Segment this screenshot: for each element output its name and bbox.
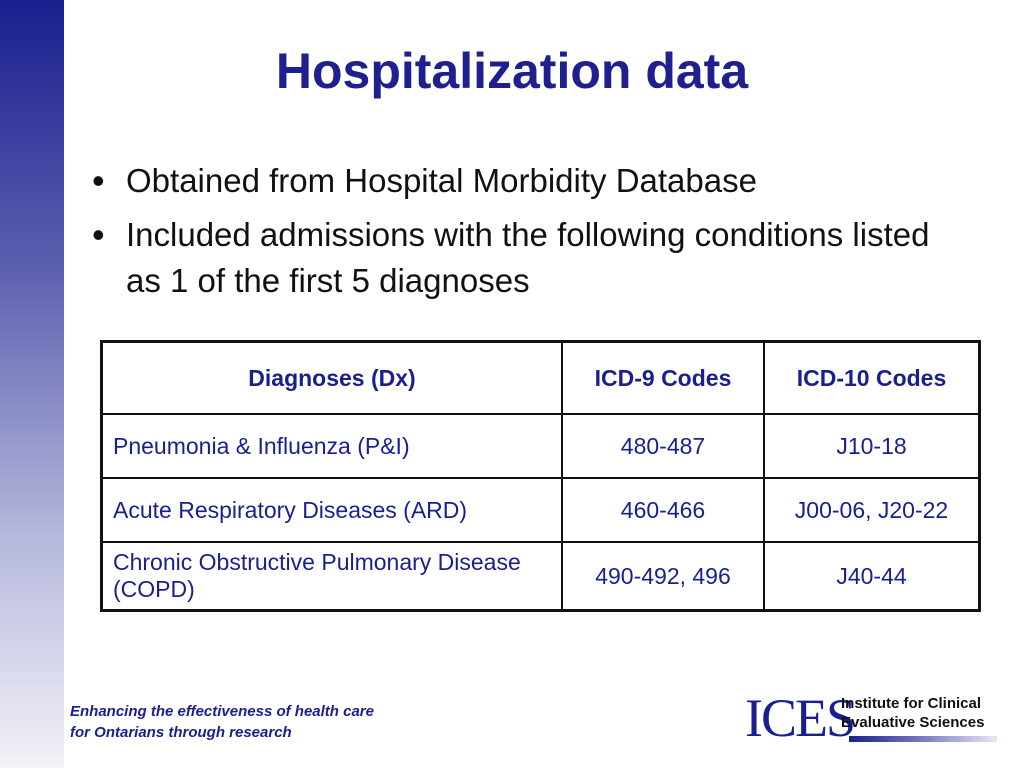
header-icd9: ICD-9 Codes — [561, 340, 765, 415]
diagnosis-cell: Acute Respiratory Diseases (ARD) — [100, 477, 563, 543]
icd10-cell: J10-18 — [763, 413, 981, 479]
slide-title: Hospitalization data — [275, 43, 749, 99]
icd9-cell: 460-466 — [561, 477, 765, 543]
bullet-icon: • — [92, 160, 105, 201]
bullet-item: • Included admissions with the following… — [88, 212, 968, 304]
table-row: Chronic Obstructive Pulmonary Disease (C… — [100, 541, 981, 612]
bullet-list: • Obtained from Hospital Morbidity Datab… — [88, 158, 968, 312]
bullet-item: • Obtained from Hospital Morbidity Datab… — [88, 158, 968, 204]
icd10-cell: J40-44 — [763, 541, 981, 612]
table-row: Pneumonia & Influenza (P&I) 480-487 J10-… — [100, 413, 981, 479]
tagline-line-2: for Ontarians through research — [70, 724, 292, 741]
diagnosis-cell: Chronic Obstructive Pulmonary Disease (C… — [100, 541, 563, 612]
icd9-cell: 490-492, 496 — [561, 541, 765, 612]
ices-logo-text: Institute for Clinical Evaluative Scienc… — [841, 694, 984, 732]
icd10-cell: J00-06, J20-22 — [763, 477, 981, 543]
logo-text-line-2: Evaluative Sciences — [841, 714, 985, 731]
header-diagnoses: Diagnoses (Dx) — [100, 340, 563, 415]
table-row: Acute Respiratory Diseases (ARD) 460-466… — [100, 477, 981, 543]
logo-gradient-bar — [849, 736, 997, 742]
ices-logo-mark: ICES — [745, 688, 856, 748]
diagnoses-table: Diagnoses (Dx) ICD-9 Codes ICD-10 Codes … — [100, 340, 981, 612]
bullet-icon: • — [92, 214, 105, 255]
diagnosis-cell: Pneumonia & Influenza (P&I) — [100, 413, 563, 479]
bullet-text: Obtained from Hospital Morbidity Databas… — [126, 162, 757, 199]
footer-tagline: Enhancing the effectiveness of health ca… — [70, 701, 374, 743]
bullet-text: Included admissions with the following c… — [126, 216, 930, 299]
decorative-side-bar — [0, 0, 64, 768]
logo-text-line-1: Institute for Clinical — [841, 695, 982, 712]
icd9-cell: 480-487 — [561, 413, 765, 479]
ices-logo: ICES Institute for Clinical Evaluative S… — [745, 690, 1005, 750]
table-header-row: Diagnoses (Dx) ICD-9 Codes ICD-10 Codes — [100, 340, 981, 415]
header-icd10: ICD-10 Codes — [763, 340, 981, 415]
tagline-line-1: Enhancing the effectiveness of health ca… — [70, 703, 374, 720]
